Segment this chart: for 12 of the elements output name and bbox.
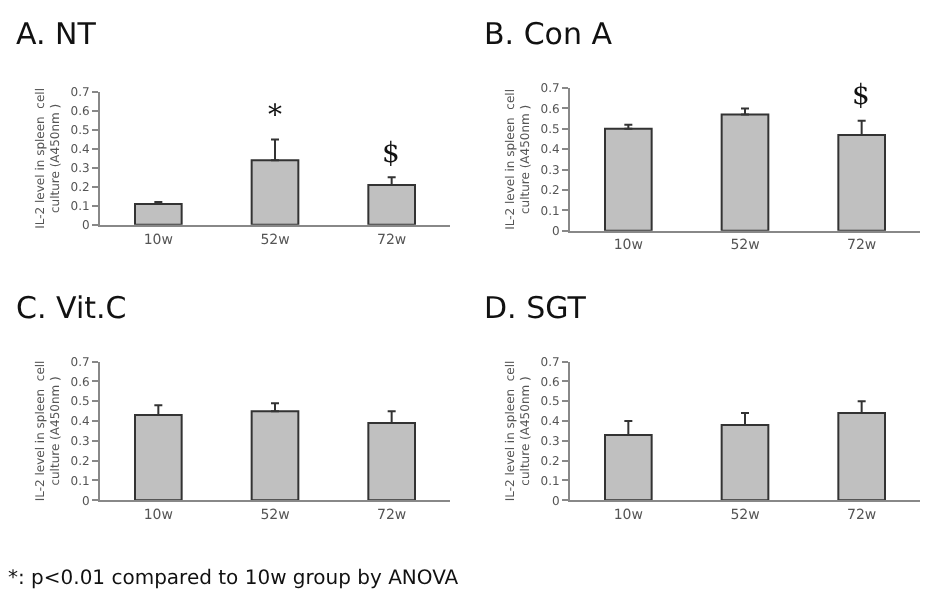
bar (720, 113, 770, 231)
chart-title: D. SGT (484, 290, 588, 326)
annotation: $ (382, 138, 400, 170)
text: *: p<0.01 compared to 10w group by ANOVA (8, 568, 459, 590)
annotation: * (268, 100, 282, 132)
chart-title: A. NT (16, 16, 98, 52)
bar (367, 183, 416, 225)
annotation: $ (852, 80, 870, 112)
bar (134, 202, 183, 225)
chart-title: C. Vit.C (16, 290, 127, 326)
chart-title: B. Con A (484, 16, 614, 52)
bar (604, 127, 653, 231)
